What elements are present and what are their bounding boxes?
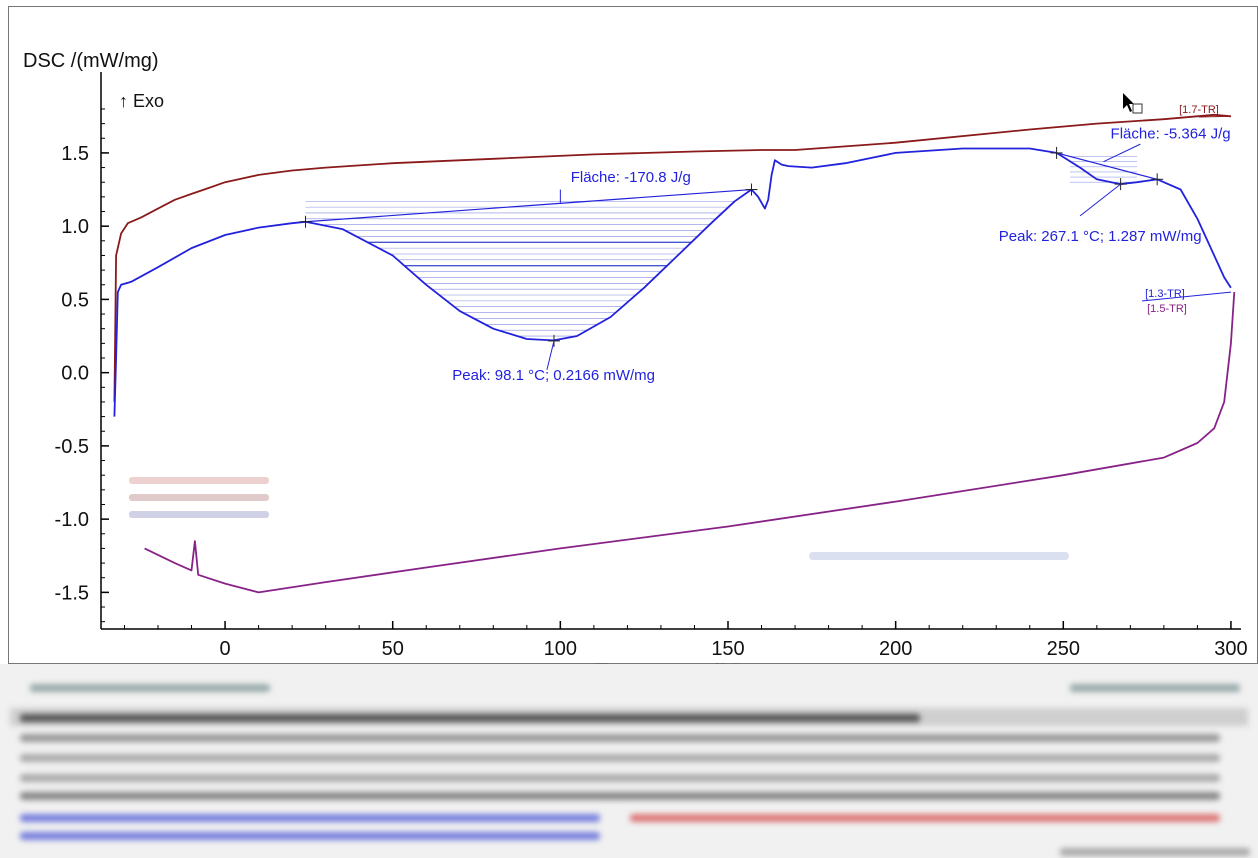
- curve-label-1.7-tr: [1.7-TR]: [1179, 104, 1219, 116]
- dsc-chart-frame: DSC /(mW/mg) ↑ Exo 1.5 1.0 0.5 0.0 -0.5 -1.0 -…: [8, 6, 1258, 665]
- curve-label-1.3-tr: [1.3-TR]: [1145, 288, 1185, 300]
- dsc-chart: DSC /(mW/mg) ↑ Exo 1.5 1.0 0.5 0.0 -0.5 -1.0 -…: [23, 50, 1248, 665]
- y-tick-label: 1.5: [61, 143, 89, 165]
- y-tick-label: 0.5: [61, 289, 89, 311]
- curve-label-leader: [1198, 115, 1231, 118]
- series-line-2: [113, 147, 1232, 417]
- blurred-legend-entry: [129, 494, 269, 501]
- y-axis-label: DSC /(mW/mg): [23, 50, 159, 72]
- y-tick-label: -0.5: [55, 436, 89, 458]
- blurred-legend-entry: [129, 477, 269, 484]
- y-tick-label: -1.0: [55, 509, 89, 531]
- y-tick-label: -1.5: [55, 582, 89, 604]
- blurred-legend-entry: [129, 511, 269, 518]
- area2-label: Fläche: -5.364 J/g: [1111, 125, 1231, 142]
- peak1-baseline: [305, 188, 752, 223]
- x-tick-label: 200: [879, 638, 912, 660]
- annotation-layer: Fläche: -170.8 J/g Peak: 98.1 °C; 0.2166 …: [129, 104, 1231, 665]
- peak-area-hatching: [305, 156, 1138, 337]
- chart-axes: 1.5 1.0 0.5 0.0 -0.5 -1.0 -1.5 0 50 100 150 200 250 3…: [55, 72, 1248, 660]
- series-line-3: [144, 292, 1236, 594]
- area2-leader: [1103, 143, 1141, 163]
- curve-label-leader: [1141, 291, 1231, 302]
- x-tick-label: 300: [1214, 638, 1247, 660]
- mouse-cursor-icon: [1123, 93, 1143, 114]
- peak1-leader: [546, 340, 555, 370]
- curve-label-1.5-tr: [1.5-TR]: [1147, 303, 1187, 315]
- x-axis-label: Temperatur /°C: [595, 659, 743, 665]
- x-tick-label: 0: [219, 638, 230, 660]
- blurred-info-panel: [0, 664, 1258, 858]
- peak2-baseline: [1056, 152, 1158, 180]
- series-line-1: [113, 113, 1231, 402]
- x-tick-label: 100: [544, 638, 577, 660]
- peak2-label: Peak: 267.1 °C; 1.287 mW/mg: [999, 228, 1202, 245]
- series-layer: [113, 113, 1236, 594]
- peak2-leader: [1079, 183, 1121, 217]
- y-tick-label: 1.0: [61, 216, 89, 238]
- peak1-label: Peak: 98.1 °C; 0.2166 mW/mg: [452, 367, 655, 384]
- area1-label: Fläche: -170.8 J/g: [571, 169, 691, 186]
- exo-direction-label: ↑ Exo: [119, 91, 164, 111]
- y-tick-label: 0.0: [61, 363, 89, 385]
- blurred-watermark: [809, 552, 1069, 560]
- x-tick-label: 50: [382, 638, 404, 660]
- x-tick-label: 250: [1047, 638, 1080, 660]
- x-tick-label: 150: [711, 638, 744, 660]
